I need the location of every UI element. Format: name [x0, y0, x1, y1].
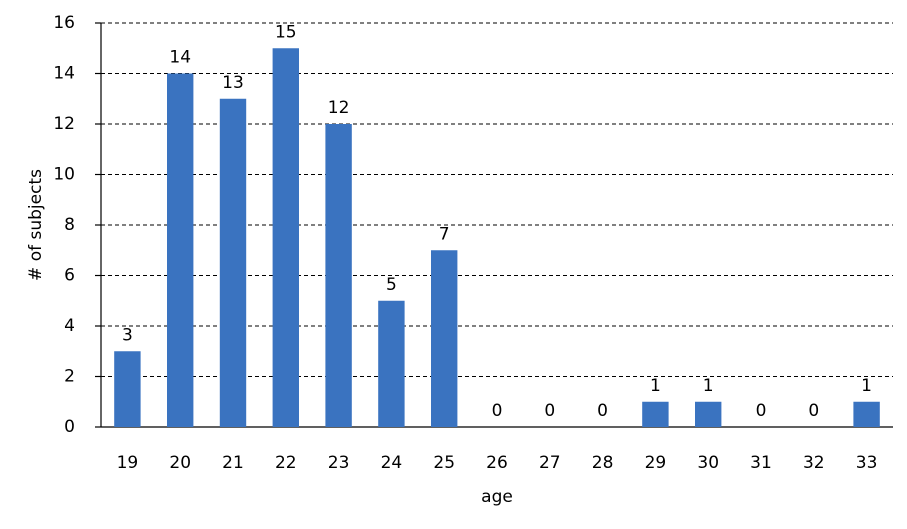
data-label: 15 — [275, 22, 297, 42]
y-tick-label: 12 — [53, 114, 75, 134]
bar — [272, 48, 299, 427]
x-tick-label: 24 — [381, 453, 403, 473]
data-label: 0 — [808, 401, 819, 421]
x-tick-label: 28 — [592, 453, 614, 473]
data-label: 0 — [756, 401, 767, 421]
bar — [853, 401, 880, 427]
x-tick-label: 22 — [275, 453, 297, 473]
x-tick-label: 31 — [750, 453, 772, 473]
x-tick-label: 27 — [539, 453, 561, 473]
data-label: 3 — [122, 325, 133, 345]
x-tick-label: 32 — [803, 453, 825, 473]
data-label: 0 — [544, 401, 555, 421]
y-tick-label: 16 — [53, 13, 75, 33]
y-tick-label: 10 — [53, 165, 75, 185]
y-tick-label: 6 — [64, 266, 75, 286]
bar — [431, 250, 458, 427]
data-label: 12 — [328, 98, 350, 118]
data-label: 7 — [439, 224, 450, 244]
x-tick-label: 30 — [697, 453, 719, 473]
data-label: 1 — [703, 376, 714, 396]
bar — [695, 401, 722, 427]
y-tick-label: 8 — [64, 215, 75, 235]
bar — [167, 73, 194, 427]
data-label: 5 — [386, 275, 397, 295]
y-axis-label: # of subjects — [26, 169, 46, 281]
x-tick-label: 19 — [117, 453, 139, 473]
x-axis-label: age — [481, 487, 513, 507]
y-tick-label: 4 — [64, 316, 75, 336]
y-tick-label: 14 — [53, 64, 75, 84]
data-label: 13 — [222, 73, 244, 93]
data-label: 14 — [169, 48, 191, 68]
x-tick-label: 29 — [645, 453, 667, 473]
x-tick-label: 25 — [433, 453, 455, 473]
data-label: 1 — [650, 376, 661, 396]
x-tick-label: 21 — [222, 453, 244, 473]
x-tick-label: 20 — [169, 453, 191, 473]
x-tick-label: 26 — [486, 453, 508, 473]
data-label: 0 — [492, 401, 503, 421]
bar — [642, 401, 669, 427]
y-tick-label: 2 — [64, 367, 75, 387]
x-tick-label: 33 — [856, 453, 878, 473]
y-tick-label: 0 — [64, 417, 75, 437]
bar — [114, 351, 141, 427]
bar — [378, 300, 405, 427]
x-tick-label: 23 — [328, 453, 350, 473]
data-label: 0 — [597, 401, 608, 421]
bar — [219, 98, 247, 427]
data-label: 1 — [861, 376, 872, 396]
bar — [325, 124, 352, 427]
